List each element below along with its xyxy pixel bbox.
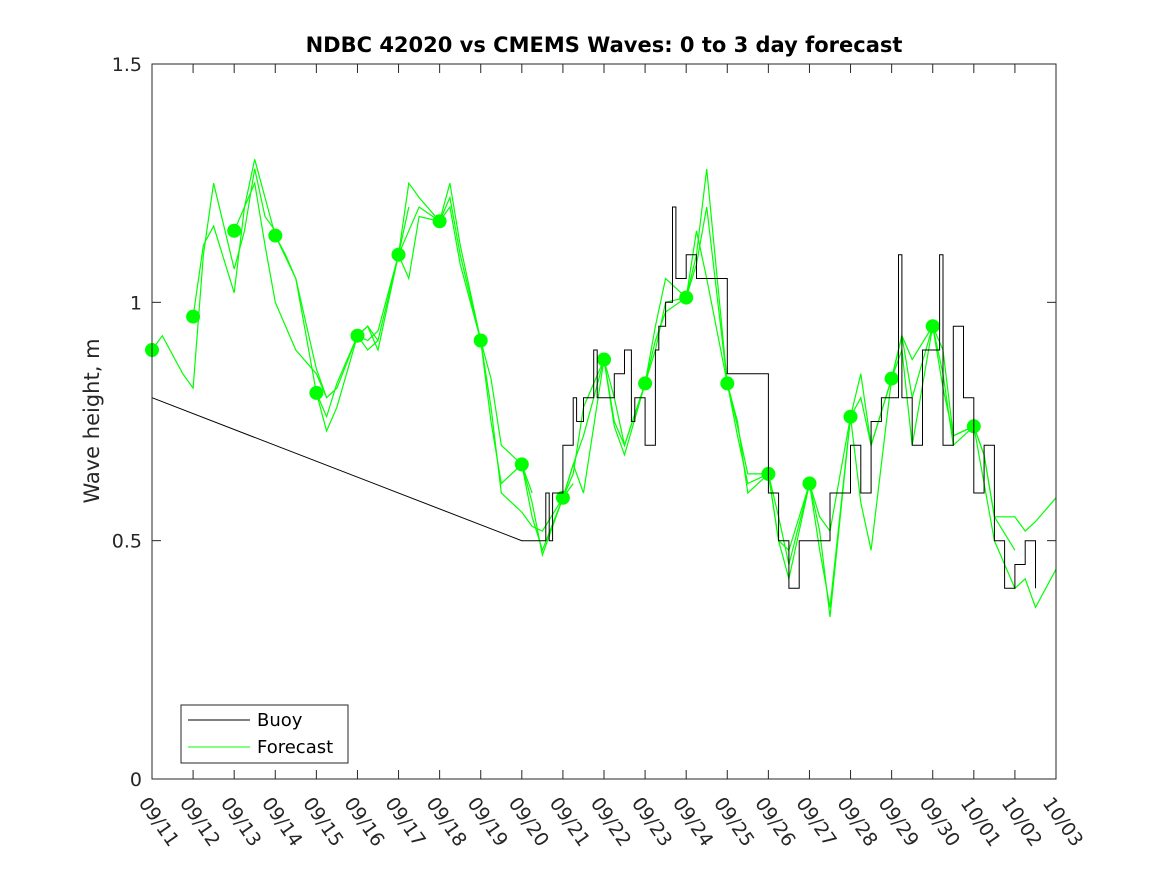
forecast-line — [480, 340, 605, 558]
forecast-marker — [884, 371, 899, 386]
y-tick-label: 1.5 — [112, 54, 142, 76]
plot-area — [152, 64, 1056, 779]
marker-layer — [145, 214, 981, 505]
forecast-line — [726, 383, 852, 579]
y-tick-label: 0 — [130, 769, 142, 791]
forecast-marker — [802, 476, 817, 491]
y-tick-label: 0.5 — [112, 531, 142, 553]
legend-label-forecast: Forecast — [257, 737, 333, 758]
chart-title: NDBC 42020 vs CMEMS Waves: 0 to 3 day fo… — [306, 33, 903, 57]
forecast-line — [521, 357, 646, 553]
forecast-line — [357, 183, 482, 352]
forecast-marker — [514, 457, 529, 472]
forecast-line — [603, 168, 728, 447]
forecast-marker — [268, 228, 283, 243]
forecast-marker — [391, 247, 406, 262]
forecast-line — [192, 181, 328, 398]
forecast-marker — [227, 223, 242, 238]
forecast-marker — [925, 319, 940, 334]
forecast-marker — [473, 333, 488, 348]
forecast-line — [151, 168, 276, 390]
forecast-line — [315, 181, 441, 433]
forecast-marker — [597, 352, 611, 367]
forecast-line — [274, 206, 410, 419]
forecast-marker — [679, 290, 694, 305]
y-tick-label: 1 — [130, 292, 142, 314]
legend-label-buoy: Buoy — [257, 710, 303, 731]
y-axis-label: Wave height, m — [80, 338, 104, 503]
forecast-marker — [555, 490, 570, 505]
forecast-marker — [432, 214, 447, 229]
forecast-line — [932, 325, 1057, 609]
forecast-line — [397, 205, 533, 494]
forecast-marker — [638, 376, 653, 391]
forecast-marker — [350, 328, 365, 343]
legend-box — [180, 704, 349, 764]
legend: Buoy Forecast — [180, 704, 349, 764]
forecast-marker — [720, 376, 735, 391]
forecast-marker — [843, 409, 858, 424]
forecast-marker — [309, 385, 324, 400]
buoy-line — [151, 206, 1036, 589]
buoy-layer — [151, 206, 1036, 589]
forecast-line — [808, 325, 934, 617]
forecast-marker — [186, 309, 201, 324]
